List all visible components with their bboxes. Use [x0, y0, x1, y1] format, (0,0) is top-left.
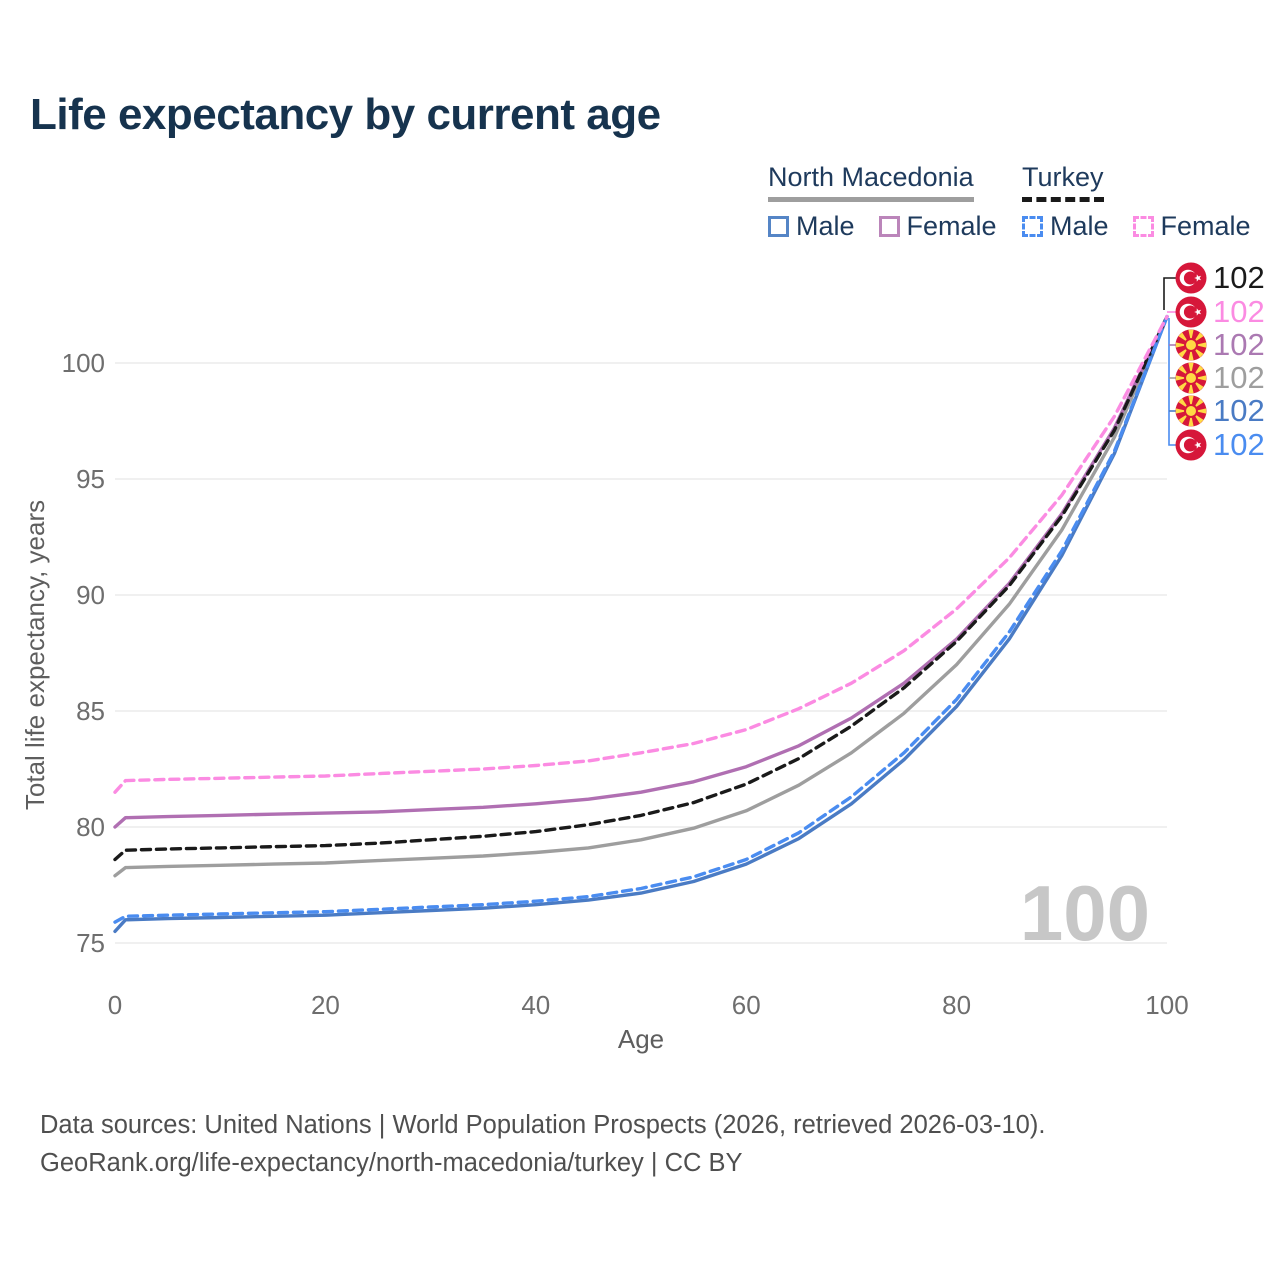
- series-line-turkey-male: [113, 314, 1169, 924]
- end-label-nm-male: 102: [1175, 393, 1265, 428]
- y-tick-75: 75: [76, 928, 105, 958]
- x-tick-80: 80: [942, 990, 971, 1020]
- x-tick-20: 20: [311, 990, 340, 1020]
- y-tick-100: 100: [62, 348, 105, 378]
- footer-line-1: Data sources: United Nations | World Pop…: [40, 1111, 1046, 1139]
- end-label-value-nm-male: 102: [1213, 393, 1265, 428]
- end-label-turkey-female: 102: [1175, 294, 1265, 329]
- legend-items-north-macedonia: Male Female: [768, 211, 997, 242]
- series-line-nm-total: [113, 314, 1169, 878]
- end-label-turkey-male: 102: [1175, 427, 1265, 462]
- end-label-nm-female: 102: [1175, 327, 1265, 362]
- x-tick-60: 60: [732, 990, 761, 1020]
- flag-north-macedonia-icon: [1175, 395, 1207, 427]
- flag-north-macedonia-icon: [1175, 362, 1207, 394]
- legend-label-turkey-male: Male: [1050, 211, 1109, 241]
- x-tick-40: 40: [521, 990, 550, 1020]
- legend-item-nm-male[interactable]: Male: [768, 211, 855, 242]
- end-label-value-nm-total: 102: [1213, 360, 1265, 395]
- x-tick-0: 0: [108, 990, 122, 1020]
- x-tick-100: 100: [1145, 990, 1188, 1020]
- legend-item-turkey-female[interactable]: Female: [1132, 211, 1251, 242]
- y-tick-80: 80: [76, 812, 105, 842]
- footer-line-2: GeoRank.org/life-expectancy/north-macedo…: [40, 1149, 743, 1177]
- flag-turkey-icon: [1175, 429, 1207, 461]
- end-label-value-turkey-male: 102: [1213, 427, 1265, 462]
- legend-items-turkey: Male Female: [1022, 211, 1251, 242]
- end-label-value-nm-female: 102: [1213, 327, 1265, 362]
- end-label-turkey-total: 102: [1175, 260, 1265, 295]
- legend-item-turkey-male[interactable]: Male: [1022, 211, 1109, 242]
- y-tick-95: 95: [76, 464, 105, 494]
- data-sources-footer: Data sources: United Nations | World Pop…: [40, 1106, 1045, 1182]
- legend-item-nm-female[interactable]: Female: [878, 211, 997, 242]
- y-axis-title: Total life expectancy, years: [20, 500, 50, 810]
- series-line-nm-female: [113, 314, 1169, 829]
- legend-country-north-macedonia[interactable]: North Macedonia: [768, 162, 974, 202]
- flag-turkey-icon: [1175, 296, 1207, 328]
- legend-label-nm-female: Female: [906, 211, 997, 241]
- page-title: Life expectancy by current age: [30, 90, 661, 139]
- legend-label-nm-male: Male: [796, 211, 855, 241]
- end-label-value-turkey-total: 102: [1213, 260, 1265, 295]
- nm-male-swatch-icon: [768, 216, 789, 237]
- flag-north-macedonia-icon: [1175, 329, 1207, 361]
- series-line-turkey-total: [113, 314, 1169, 862]
- legend-group-turkey: Turkey Male Female: [1022, 162, 1251, 242]
- leader-line-turkey-total: [1163, 277, 1176, 310]
- legend-label-turkey-female: Female: [1160, 211, 1251, 241]
- nm-female-swatch-icon: [878, 216, 900, 237]
- flag-turkey-icon: [1175, 262, 1207, 294]
- turkey-male-swatch-icon: [1022, 216, 1043, 237]
- turkey-female-swatch-icon: [1132, 216, 1154, 237]
- legend-group-north-macedonia: North Macedonia Male Female: [768, 162, 997, 242]
- leader-line-turkey-male: [1168, 318, 1177, 446]
- series-line-turkey-female: [113, 314, 1169, 794]
- x-axis-title: Age: [618, 1024, 664, 1054]
- series-line-nm-male: [113, 314, 1169, 934]
- y-tick-85: 85: [76, 696, 105, 726]
- y-tick-90: 90: [76, 580, 105, 610]
- end-label-nm-total: 102: [1175, 360, 1265, 395]
- end-label-value-turkey-female: 102: [1213, 294, 1265, 329]
- age-watermark: 100: [1020, 869, 1150, 957]
- legend-country-turkey[interactable]: Turkey: [1022, 162, 1104, 202]
